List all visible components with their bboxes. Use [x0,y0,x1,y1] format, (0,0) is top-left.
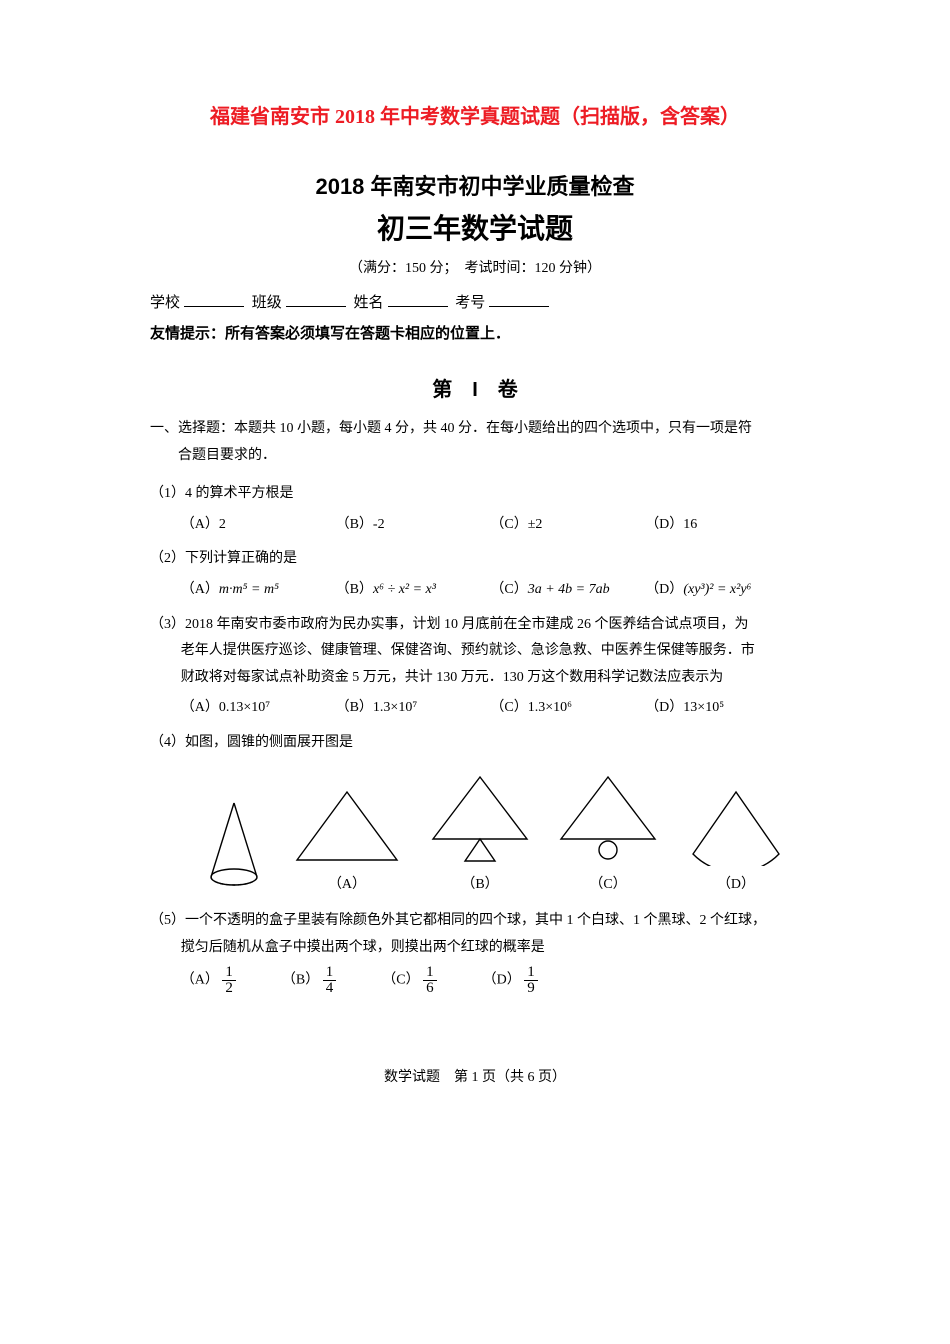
q3-opt-d: （D）13×10⁵ [645,695,800,722]
q3-line-2: 老年人提供医疗巡诊、健康管理、保健咨询、预约就诊、急诊急救、中医养生保健等服务．… [150,638,800,665]
q4-label-a: （A） [287,872,407,899]
q1-opt-c: （C）±2 [490,512,645,539]
label-school: 学校 [150,295,180,311]
question-4: （4）如图，圆锥的侧面展开图是 （A） （B） [150,730,800,898]
label-class: 班级 [252,295,282,311]
page-footer: 数学试题 第 1 页（共 6 页） [150,1066,800,1086]
q4-fig-b: （B） [425,771,535,899]
exam-subtitle: 初三年数学试题 [150,207,800,247]
blank-class [286,292,346,307]
instr-line-2: 合题目要求的． [150,443,800,470]
q3-opt-a: （A）0.13×10⁷ [181,695,336,722]
q5-line-2: 搅匀后随机从盒子中摸出两个球，则摸出两个红球的概率是 [150,935,800,962]
blank-name [388,292,448,307]
label-id: 考号 [455,295,485,311]
q3-line-1: （3）2018 年南安市委市政府为民办实事，计划 10 月底前在全市建成 26 … [150,612,800,639]
q4-fig-a: （A） [287,786,407,899]
instr-line-1: 一、选择题：本题共 10 小题，每小题 4 分，共 40 分．在每小题给出的四个… [150,416,800,443]
q2-opt-c: （C）3a + 4b = 7ab [490,577,645,604]
q1-opt-a: （A）2 [181,512,336,539]
question-1: （1）4 的算术平方根是 （A）2 （B）-2 （C）±2 （D）16 [150,481,800,538]
exam-info: （满分：150 分； 考试时间：120 分钟） [150,257,800,277]
q2-opt-d: （D）(xy³)² = x²y⁶ [645,577,800,604]
q5-opt-b: （B） 14 [282,965,336,996]
q1-text: （1）4 的算术平方根是 [150,481,800,508]
sector-icon [681,786,791,866]
q4-fig-c: （C） [553,771,663,899]
q2-text: （2）下列计算正确的是 [150,546,800,573]
q4-label-d: （D） [681,872,791,899]
form-line: 学校 班级 姓名 考号 [150,291,800,312]
triangle-icon [287,786,407,866]
section-1-title: 第 I 卷 [150,373,800,402]
q4-text: （4）如图，圆锥的侧面展开图是 [150,730,800,757]
q3-opt-c: （C）1.3×10⁶ [490,695,645,722]
q4-fig-d: （D） [681,786,791,899]
blank-id [489,292,549,307]
q5-opt-d: （D） 19 [483,965,538,996]
question-2: （2）下列计算正确的是 （A）m·m⁵ = m⁵ （B）x⁶ ÷ x² = x³… [150,546,800,603]
hint-line: 友情提示：所有答案必须填写在答题卡相应的位置上． [150,322,800,343]
document-title: 福建省南安市 2018 年中考数学真题试题（扫描版，含答案） [150,100,800,129]
exam-header: 2018 年南安市初中学业质量检查 [150,169,800,201]
q2-opt-b: （B）x⁶ ÷ x² = x³ [336,577,491,604]
q2-opt-a: （A）m·m⁵ = m⁵ [181,577,336,604]
cone-icon [199,797,269,892]
q4-label-b: （B） [425,872,535,899]
q1-opt-b: （B）-2 [336,512,491,539]
q4-figures: （A） （B） （C） （D） [190,771,800,899]
q5-opt-c: （C） 16 [382,965,436,996]
label-name: 姓名 [354,295,384,311]
q4-label-c: （C） [553,872,663,899]
triangle-small-triangle-icon [425,771,535,866]
blank-school [184,292,244,307]
q3-opt-b: （B）1.3×10⁷ [336,695,491,722]
q1-opt-d: （D）16 [645,512,800,539]
section-1-instructions: 一、选择题：本题共 10 小题，每小题 4 分，共 40 分．在每小题给出的四个… [150,416,800,469]
q3-line-3: 财政将对每家试点补助资金 5 万元，共计 130 万元．130 万这个数用科学记… [150,665,800,692]
q5-line-1: （5）一个不透明的盒子里装有除颜色外其它都相同的四个球，其中 1 个白球、1 个… [150,908,800,935]
question-5: （5）一个不透明的盒子里装有除颜色外其它都相同的四个球，其中 1 个白球、1 个… [150,908,800,996]
q5-opt-a: （A） 12 [181,965,236,996]
question-3: （3）2018 年南安市委市政府为民办实事，计划 10 月底前在全市建成 26 … [150,612,800,722]
triangle-circle-icon [553,771,663,866]
q4-cone-figure [199,797,269,898]
